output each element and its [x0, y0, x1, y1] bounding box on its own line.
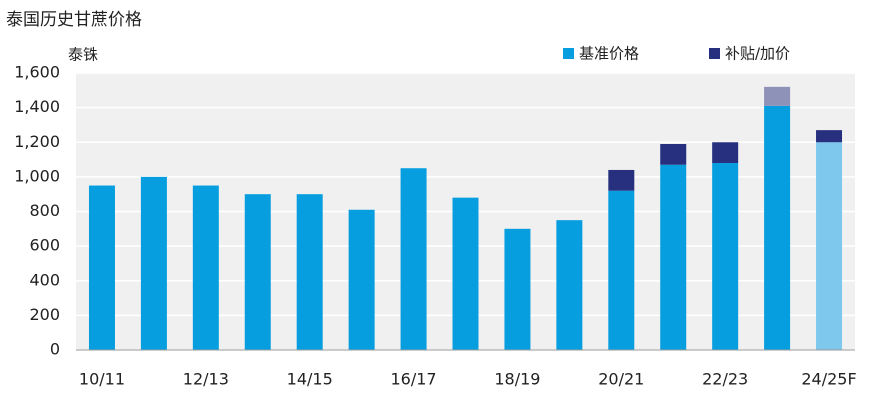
y-tick-label: 800 — [29, 201, 60, 220]
legend-swatch — [563, 48, 574, 59]
y-tick-label: 400 — [29, 270, 60, 289]
x-tick-label: 12/13 — [183, 370, 229, 389]
legend-swatch — [709, 48, 720, 59]
bar — [192, 185, 219, 350]
bar — [348, 209, 375, 350]
bar — [608, 169, 635, 191]
bar — [244, 194, 271, 350]
y-tick-label: 1,600 — [14, 63, 60, 82]
bar — [452, 197, 479, 350]
bar — [764, 105, 791, 350]
legend-label: 补贴/加价 — [725, 45, 790, 63]
x-tick-label: 22/23 — [702, 370, 748, 389]
bar — [140, 176, 167, 350]
y-tick-label: 0 — [50, 340, 60, 359]
x-tick-label: 18/19 — [494, 370, 540, 389]
bar — [764, 86, 791, 106]
bar — [816, 142, 843, 350]
y-tick-label: 1,000 — [14, 166, 60, 185]
bar — [296, 194, 323, 350]
x-tick-label: 20/21 — [598, 370, 644, 389]
bar — [712, 142, 739, 164]
x-tick-label: 24/25F — [801, 370, 856, 389]
y-axis-label: 泰铢 — [68, 46, 98, 64]
y-tick-label: 1,200 — [14, 132, 60, 151]
bar — [608, 190, 635, 350]
x-tick-label: 14/15 — [287, 370, 333, 389]
bar — [660, 164, 687, 350]
chart-title: 泰国历史甘蔗价格 — [6, 10, 142, 30]
x-tick-label: 16/17 — [391, 370, 437, 389]
y-tick-label: 600 — [29, 236, 60, 255]
bar — [88, 185, 115, 350]
x-tick-label: 10/11 — [79, 370, 125, 389]
y-tick-label: 1,400 — [14, 97, 60, 116]
bar — [556, 220, 583, 350]
bar — [400, 168, 427, 350]
bar — [712, 163, 739, 350]
y-tick-label: 200 — [29, 305, 60, 324]
legend-label: 基准价格 — [579, 45, 639, 63]
bar — [816, 130, 843, 143]
bar — [504, 228, 531, 350]
bar — [660, 143, 687, 165]
